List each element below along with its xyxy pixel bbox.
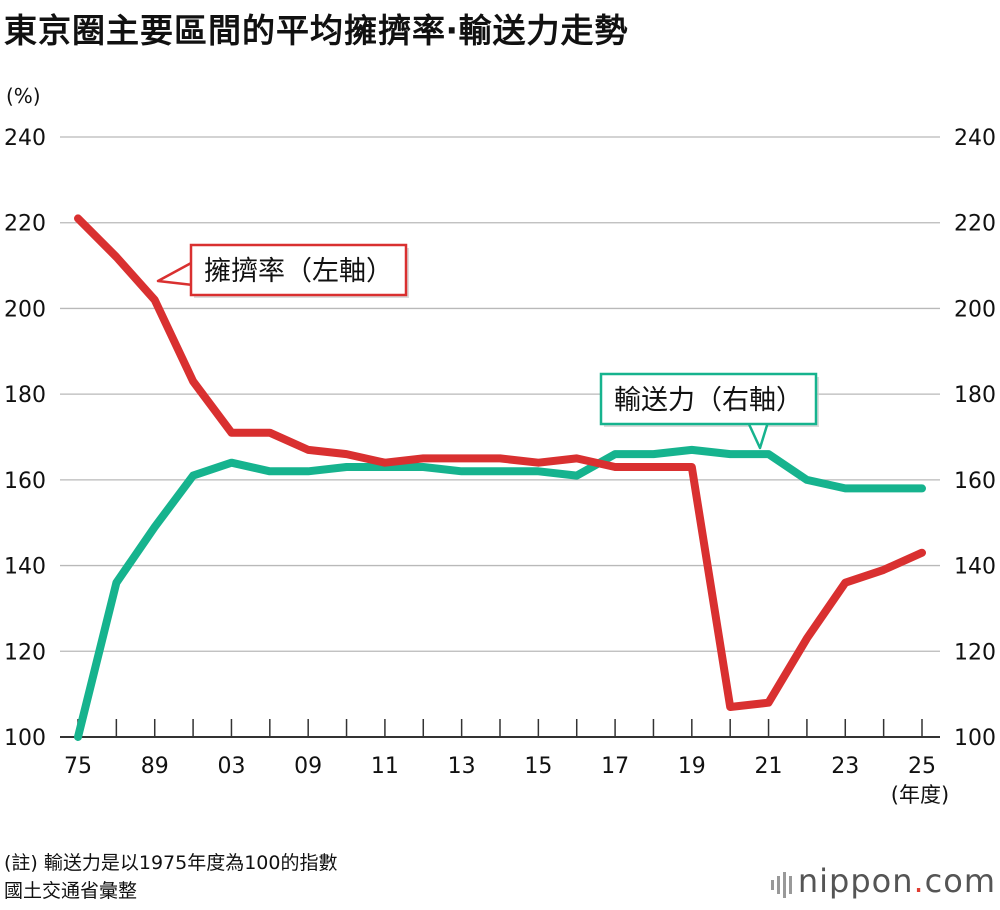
capacity-line: [74, 445, 926, 741]
axis-layer: [60, 719, 940, 738]
y-tick-label-left: 140: [4, 555, 46, 580]
x-tick-label: 15: [524, 754, 552, 779]
x-tick-label: 13: [448, 754, 476, 779]
y-tick-label-left: 220: [4, 212, 46, 237]
y-unit-label: (%): [6, 84, 41, 108]
chart-note: (註) 輸送力是以1975年度為100的指數: [4, 852, 338, 874]
label-layer: (%) 100 100 120 120 140 140 160 160 180 180 200 200 2…: [4, 84, 996, 807]
y-tick-label-left: 120: [4, 640, 46, 665]
x-tick-label: 23: [831, 754, 859, 779]
y-tick-label-right: 180: [954, 383, 996, 408]
chart-title: 東京圈主要區間的平均擁擠率‧輸送力走勢: [4, 11, 629, 50]
callout-box: [189, 243, 408, 297]
y-tick-label-right: 140: [954, 555, 996, 580]
y-tick-label-right: 220: [954, 212, 996, 237]
callout-tail: [156, 260, 195, 287]
congestion-callout: 擁擠率（左軸）: [156, 243, 409, 298]
x-tick-label: 21: [755, 754, 783, 779]
y-tick-label-right: 100: [954, 726, 996, 751]
x-tick-label: 11: [371, 754, 399, 779]
x-tick-label: 09: [294, 754, 322, 779]
x-tick-label: 89: [141, 754, 169, 779]
logo-text: nippon.com: [797, 862, 996, 900]
y-tick-label-left: 240: [4, 126, 46, 151]
capacity-callout: 輸送力（右軸）: [599, 372, 819, 450]
chart-source: 國土交通省彙整: [4, 880, 138, 902]
series-layer: [74, 214, 926, 741]
x-unit-label: (年度): [891, 783, 949, 807]
x-tick-label: 25: [908, 754, 936, 779]
y-tick-label-right: 160: [954, 469, 996, 494]
y-tick-label-left: 160: [4, 469, 46, 494]
y-tick-label-left: 100: [4, 726, 46, 751]
x-tick-label: 75: [64, 754, 92, 779]
congestion-line: [74, 214, 926, 711]
y-tick-label-right: 240: [954, 126, 996, 151]
x-tick-label: 03: [217, 754, 245, 779]
y-tick-label-right: 200: [954, 297, 996, 322]
y-tick-label-right: 120: [954, 640, 996, 665]
x-tick-label: 17: [601, 754, 629, 779]
y-tick-label-left: 180: [4, 383, 46, 408]
x-tick-label: 19: [678, 754, 706, 779]
y-tick-label-left: 200: [4, 297, 46, 322]
logo-bars-icon: [770, 870, 792, 900]
series-label: 擁擠率（左軸）: [204, 256, 393, 287]
series-label: 輸送力（右軸）: [614, 385, 803, 416]
callout-box: [599, 372, 818, 426]
nippon-logo: nippon.com: [770, 862, 996, 900]
callout-tail: [746, 420, 770, 450]
